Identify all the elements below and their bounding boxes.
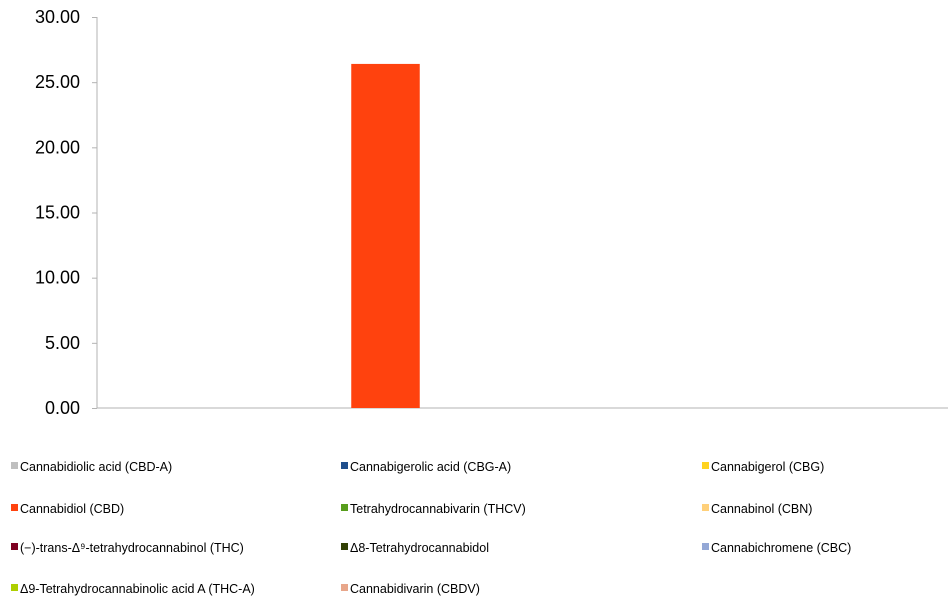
y-tick-label: 25.00 bbox=[35, 72, 80, 92]
legend-swatch bbox=[702, 504, 709, 511]
legend-item-label: Cannabidivarin (CBDV) bbox=[350, 582, 480, 596]
legend-swatch bbox=[11, 584, 18, 591]
y-tick-label: 0.00 bbox=[45, 398, 80, 418]
legend-item-label: Cannabichromene (CBC) bbox=[711, 541, 851, 555]
legend-item-label: Cannabinol (CBN) bbox=[711, 502, 812, 516]
y-axis-ticks: 0.00 5.00 10.00 15.00 20.00 25.00 30.00 bbox=[35, 7, 97, 418]
legend-item-label: Δ9-Tetrahydrocannabinolic acid A (THC-A) bbox=[20, 582, 255, 596]
chart-axes bbox=[96, 17, 948, 409]
bar bbox=[351, 63, 420, 409]
y-tick-label: 5.00 bbox=[45, 333, 80, 353]
legend-swatch bbox=[11, 543, 18, 550]
legend-swatch bbox=[702, 543, 709, 550]
legend-swatch bbox=[11, 462, 18, 469]
legend-swatch bbox=[341, 584, 348, 591]
bars bbox=[351, 63, 420, 409]
legend-item-label: Δ8-Tetrahydrocannabidol bbox=[350, 541, 489, 555]
y-tick-label: 15.00 bbox=[35, 203, 80, 223]
legend-item-label: Tetrahydrocannabivarin (THCV) bbox=[350, 502, 526, 516]
legend-swatch bbox=[341, 543, 348, 550]
legend-swatch bbox=[341, 462, 348, 469]
legend-swatch bbox=[702, 462, 709, 469]
y-tick-label: 10.00 bbox=[35, 268, 80, 288]
legend-item-label: (−)-trans-Δ⁹-tetrahydrocannabinol (THC) bbox=[20, 541, 244, 555]
legend-item-label: Cannabigerolic acid (CBG-A) bbox=[350, 460, 511, 474]
legend: Cannabidiolic acid (CBD-A) Cannabigerolic… bbox=[11, 460, 851, 596]
legend-item-label: Cannabidiol (CBD) bbox=[20, 502, 124, 516]
legend-swatch bbox=[11, 504, 18, 511]
legend-swatch bbox=[341, 504, 348, 511]
y-tick-label: 20.00 bbox=[35, 137, 80, 157]
y-tick-label: 30.00 bbox=[35, 7, 80, 27]
legend-item-label: Cannabidiolic acid (CBD-A) bbox=[20, 460, 172, 474]
legend-item-label: Cannabigerol (CBG) bbox=[711, 460, 824, 474]
